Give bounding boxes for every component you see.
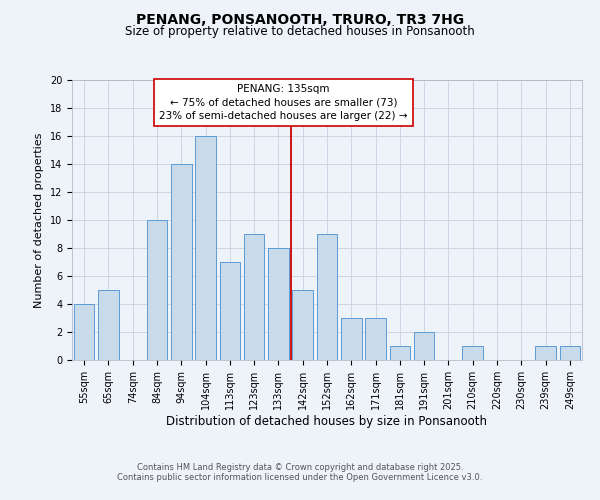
Bar	[268, 248, 289, 360]
Y-axis label: Number of detached properties: Number of detached properties	[34, 132, 44, 308]
Bar	[220, 262, 240, 360]
Bar	[341, 318, 362, 360]
Bar	[244, 234, 265, 360]
Bar	[535, 346, 556, 360]
Bar	[463, 346, 483, 360]
Bar	[195, 136, 216, 360]
Text: PENANG, PONSANOOTH, TRURO, TR3 7HG: PENANG, PONSANOOTH, TRURO, TR3 7HG	[136, 12, 464, 26]
Bar	[171, 164, 191, 360]
Bar	[98, 290, 119, 360]
Bar	[317, 234, 337, 360]
Text: Size of property relative to detached houses in Ponsanooth: Size of property relative to detached ho…	[125, 25, 475, 38]
Bar	[414, 332, 434, 360]
Bar	[292, 290, 313, 360]
X-axis label: Distribution of detached houses by size in Ponsanooth: Distribution of detached houses by size …	[167, 414, 487, 428]
Bar	[365, 318, 386, 360]
Text: PENANG: 135sqm
← 75% of detached houses are smaller (73)
23% of semi-detached ho: PENANG: 135sqm ← 75% of detached houses …	[159, 84, 407, 120]
Text: Contains public sector information licensed under the Open Government Licence v3: Contains public sector information licen…	[118, 472, 482, 482]
Bar	[389, 346, 410, 360]
Bar	[74, 304, 94, 360]
Bar	[560, 346, 580, 360]
Bar	[146, 220, 167, 360]
Text: Contains HM Land Registry data © Crown copyright and database right 2025.: Contains HM Land Registry data © Crown c…	[137, 462, 463, 471]
